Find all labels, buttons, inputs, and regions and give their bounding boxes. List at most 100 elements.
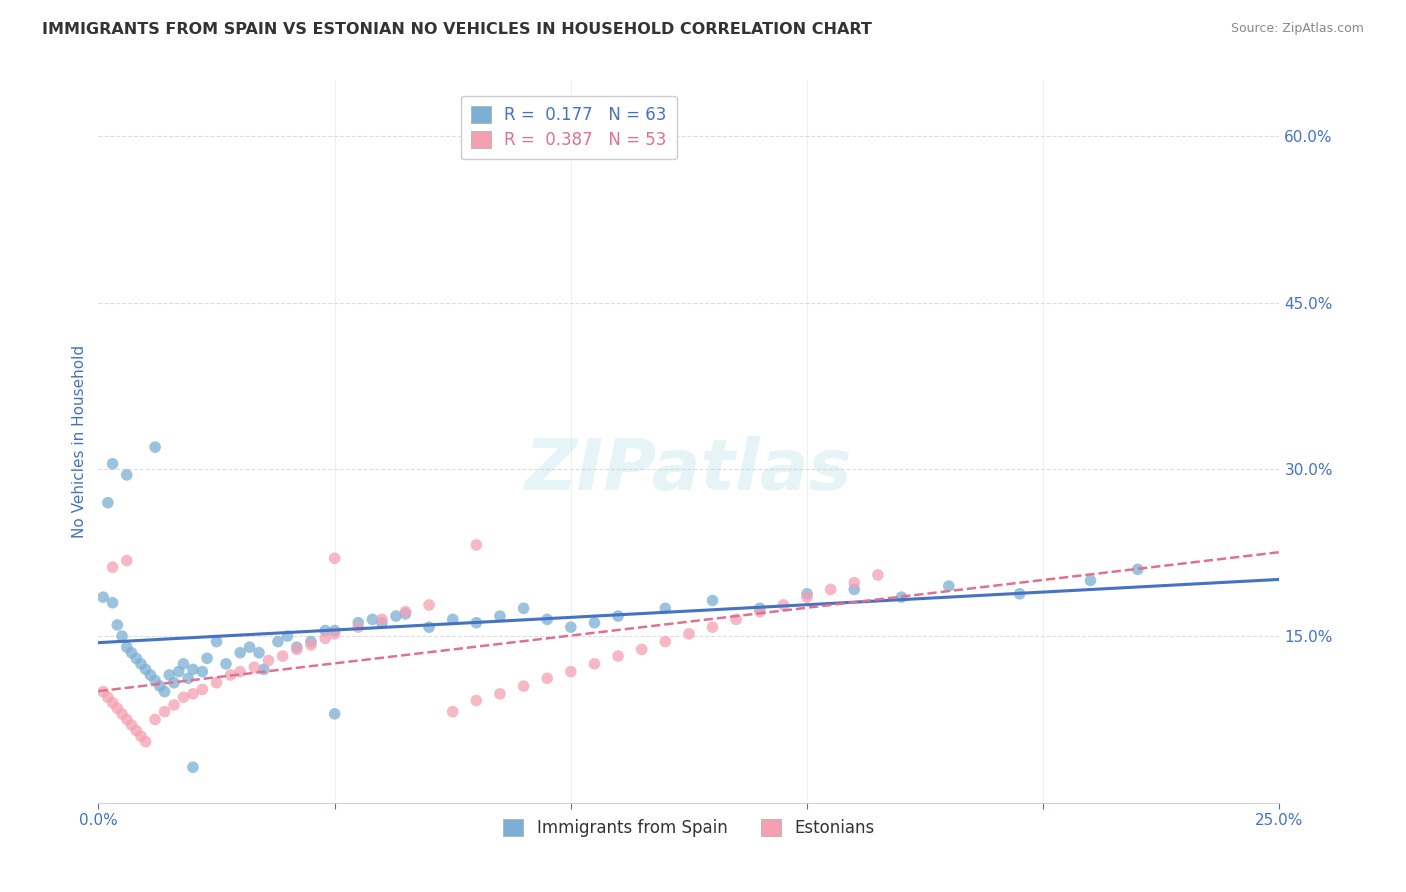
Point — [560, 620, 582, 634]
Point — [299, 638, 322, 652]
Point — [91, 684, 114, 698]
Point — [115, 467, 138, 482]
Y-axis label: No Vehicles in Household: No Vehicles in Household — [72, 345, 87, 538]
Point — [115, 553, 138, 567]
Point — [748, 601, 770, 615]
Point — [153, 705, 176, 719]
Point — [844, 582, 866, 597]
Point — [285, 642, 308, 657]
Point — [129, 657, 152, 671]
Point — [820, 582, 842, 597]
Point — [153, 684, 176, 698]
Point — [361, 612, 384, 626]
Point — [276, 629, 298, 643]
Point — [91, 590, 114, 604]
Point — [394, 607, 416, 621]
Point — [1080, 574, 1102, 588]
Point — [163, 675, 186, 690]
Point — [271, 649, 294, 664]
Point — [512, 601, 534, 615]
Point — [465, 538, 488, 552]
Point — [560, 665, 582, 679]
Point — [772, 598, 794, 612]
Point — [418, 598, 440, 612]
Point — [101, 596, 124, 610]
Point — [215, 657, 238, 671]
Point — [394, 605, 416, 619]
Point — [678, 627, 700, 641]
Point — [111, 706, 134, 721]
Text: IMMIGRANTS FROM SPAIN VS ESTONIAN NO VEHICLES IN HOUSEHOLD CORRELATION CHART: IMMIGRANTS FROM SPAIN VS ESTONIAN NO VEH… — [42, 22, 872, 37]
Point — [465, 693, 488, 707]
Point — [630, 642, 652, 657]
Point — [229, 665, 252, 679]
Point — [323, 551, 346, 566]
Point — [239, 640, 262, 655]
Point — [725, 612, 748, 626]
Point — [129, 729, 152, 743]
Point — [1126, 562, 1149, 576]
Point — [512, 679, 534, 693]
Point — [654, 601, 676, 615]
Point — [536, 612, 558, 626]
Point — [385, 609, 408, 624]
Point — [371, 612, 394, 626]
Point — [205, 675, 228, 690]
Point — [115, 640, 138, 655]
Point — [536, 671, 558, 685]
Point — [125, 651, 148, 665]
Point — [181, 687, 204, 701]
Point — [157, 668, 180, 682]
Point — [583, 615, 606, 630]
Point — [97, 496, 120, 510]
Point — [181, 760, 204, 774]
Point — [181, 662, 204, 676]
Point — [163, 698, 186, 712]
Point — [866, 568, 889, 582]
Point — [702, 620, 724, 634]
Point — [101, 457, 124, 471]
Point — [229, 646, 252, 660]
Point — [125, 723, 148, 738]
Point — [465, 615, 488, 630]
Point — [257, 653, 280, 667]
Point — [101, 696, 124, 710]
Point — [191, 682, 214, 697]
Point — [101, 560, 124, 574]
Point — [796, 587, 818, 601]
Point — [243, 660, 266, 674]
Point — [205, 634, 228, 648]
Point — [441, 705, 464, 719]
Point — [418, 620, 440, 634]
Point — [748, 605, 770, 619]
Point — [139, 668, 162, 682]
Point — [195, 651, 218, 665]
Point — [111, 629, 134, 643]
Point — [285, 640, 308, 655]
Point — [314, 624, 336, 638]
Point — [323, 627, 346, 641]
Point — [347, 615, 370, 630]
Point — [115, 713, 138, 727]
Point — [299, 634, 322, 648]
Point — [149, 679, 172, 693]
Point — [890, 590, 912, 604]
Point — [247, 646, 270, 660]
Point — [143, 440, 166, 454]
Point — [177, 671, 200, 685]
Point — [267, 634, 290, 648]
Point — [191, 665, 214, 679]
Point — [844, 575, 866, 590]
Point — [323, 624, 346, 638]
Point — [702, 593, 724, 607]
Point — [172, 690, 194, 705]
Point — [1008, 587, 1031, 601]
Point — [314, 632, 336, 646]
Point — [105, 618, 128, 632]
Point — [135, 662, 157, 676]
Text: Source: ZipAtlas.com: Source: ZipAtlas.com — [1230, 22, 1364, 36]
Point — [135, 734, 157, 748]
Point — [121, 646, 143, 660]
Point — [654, 634, 676, 648]
Point — [167, 665, 190, 679]
